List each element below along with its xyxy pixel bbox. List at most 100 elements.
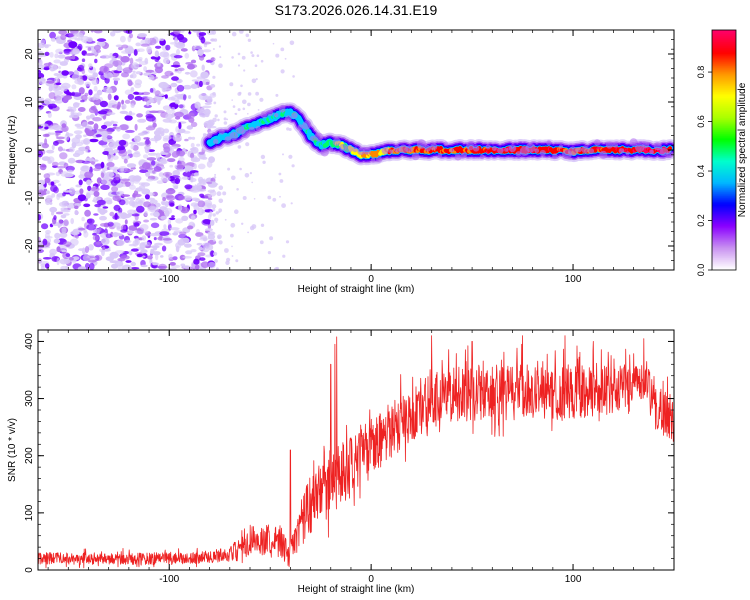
- noise-dot: [253, 198, 256, 200]
- noise-blob: [129, 141, 139, 145]
- noise-blob: [109, 211, 115, 217]
- noise-blob: [93, 44, 101, 51]
- noise-blob: [113, 95, 119, 101]
- noise-blob: [56, 257, 60, 266]
- noise-dot: [272, 42, 275, 45]
- noise-dot: [215, 211, 219, 215]
- colorbar-step: [712, 212, 736, 215]
- snr-x-ticks: -100 0 100: [47, 330, 675, 585]
- snr-y-ticks: 0 100 200 300 400: [24, 329, 674, 573]
- noise-dot: [259, 240, 264, 245]
- noise-blob: [167, 218, 172, 225]
- ridge-halo-blob: [314, 132, 324, 142]
- noise-blob: [115, 126, 122, 131]
- noise-dot: [237, 145, 242, 149]
- noise-blob: [198, 151, 205, 155]
- noise-blob: [180, 206, 190, 214]
- noise-blob: [111, 104, 122, 109]
- noise-blob: [174, 68, 178, 72]
- colorbar-step: [712, 200, 736, 203]
- colorbar-step: [712, 58, 736, 61]
- noise-blob: [59, 219, 63, 225]
- noise-blob: [124, 239, 132, 244]
- noise-blob: [127, 209, 136, 215]
- noise-blob: [132, 70, 136, 74]
- noise-blob: [44, 177, 51, 184]
- noise-blob: [188, 136, 193, 140]
- noise-blob: [78, 107, 86, 112]
- noise-blob: [55, 136, 66, 140]
- colorbar-step: [712, 264, 736, 267]
- noise-blob: [86, 75, 96, 80]
- colorbar-step: [712, 88, 736, 91]
- ridge-halo-blob: [241, 129, 251, 139]
- noise-blob: [135, 42, 141, 47]
- noise-blob: [97, 207, 101, 213]
- noise-blob: [189, 64, 198, 69]
- colorbar-step: [712, 112, 736, 115]
- noise-blob: [129, 74, 134, 79]
- colorbar-step: [712, 250, 736, 253]
- noise-dot: [255, 91, 259, 96]
- noise-blob: [134, 238, 139, 242]
- y-tick-label: 10: [24, 96, 35, 108]
- noise-blob: [70, 230, 80, 236]
- ridge-halo-blob: [320, 148, 329, 157]
- noise-blob: [79, 188, 84, 195]
- colorbar-step: [712, 106, 736, 109]
- noise-blob: [182, 84, 192, 90]
- noise-dot: [240, 84, 243, 88]
- noise-dot: [230, 233, 234, 238]
- noise-blob: [173, 30, 181, 35]
- noise-blob: [72, 48, 80, 55]
- noise-dot: [231, 31, 237, 37]
- colorbar-step: [712, 248, 736, 251]
- noise-blob: [165, 113, 174, 120]
- noise-blob: [92, 235, 100, 241]
- noise-blob: [63, 241, 72, 247]
- ridge-halo-blob: [328, 146, 334, 152]
- noise-blob: [52, 179, 60, 184]
- noise-blob: [116, 65, 122, 72]
- ridge-halo-blob: [224, 136, 232, 143]
- noise-blob: [43, 188, 48, 192]
- noise-blob: [93, 213, 99, 216]
- noise-blob: [44, 126, 49, 130]
- noise-dot: [260, 59, 264, 63]
- noise-blob: [47, 238, 51, 243]
- noise-blob: [124, 115, 133, 121]
- noise-blob: [47, 156, 55, 164]
- noise-dot: [243, 69, 246, 72]
- colorbar-step: [712, 96, 736, 99]
- x-tick-label: 100: [565, 274, 582, 285]
- noise-blob: [38, 179, 46, 186]
- noise-blob: [154, 242, 163, 246]
- colorbar-step: [712, 262, 736, 265]
- noise-blob: [46, 149, 55, 154]
- colorbar-step: [712, 44, 736, 47]
- noise-blob: [146, 46, 152, 54]
- noise-blob: [100, 172, 105, 179]
- x-tick-label: 100: [565, 574, 582, 585]
- noise-blob: [51, 211, 55, 216]
- colorbar-step: [712, 54, 736, 57]
- ridge-halo-blob: [260, 111, 268, 119]
- noise-blob: [175, 150, 186, 157]
- colorbar-step: [712, 256, 736, 259]
- noise-dot: [251, 54, 255, 58]
- noise-dot: [284, 57, 287, 60]
- ridge-halo-blob: [430, 142, 438, 151]
- noise-blob: [124, 46, 135, 55]
- noise-blob: [78, 227, 86, 231]
- colorbar-step: [712, 172, 736, 175]
- colorbar-step: [712, 142, 736, 145]
- ridge-halo-blob: [504, 147, 509, 152]
- noise-blob: [193, 172, 200, 177]
- noise-blob: [92, 96, 96, 101]
- noise-blob: [72, 256, 80, 261]
- noise-dot: [214, 114, 218, 118]
- ridge-halo-blob: [508, 144, 517, 153]
- noise-blob: [90, 186, 100, 192]
- noise-blob: [127, 80, 133, 87]
- colorbar-step: [712, 184, 736, 187]
